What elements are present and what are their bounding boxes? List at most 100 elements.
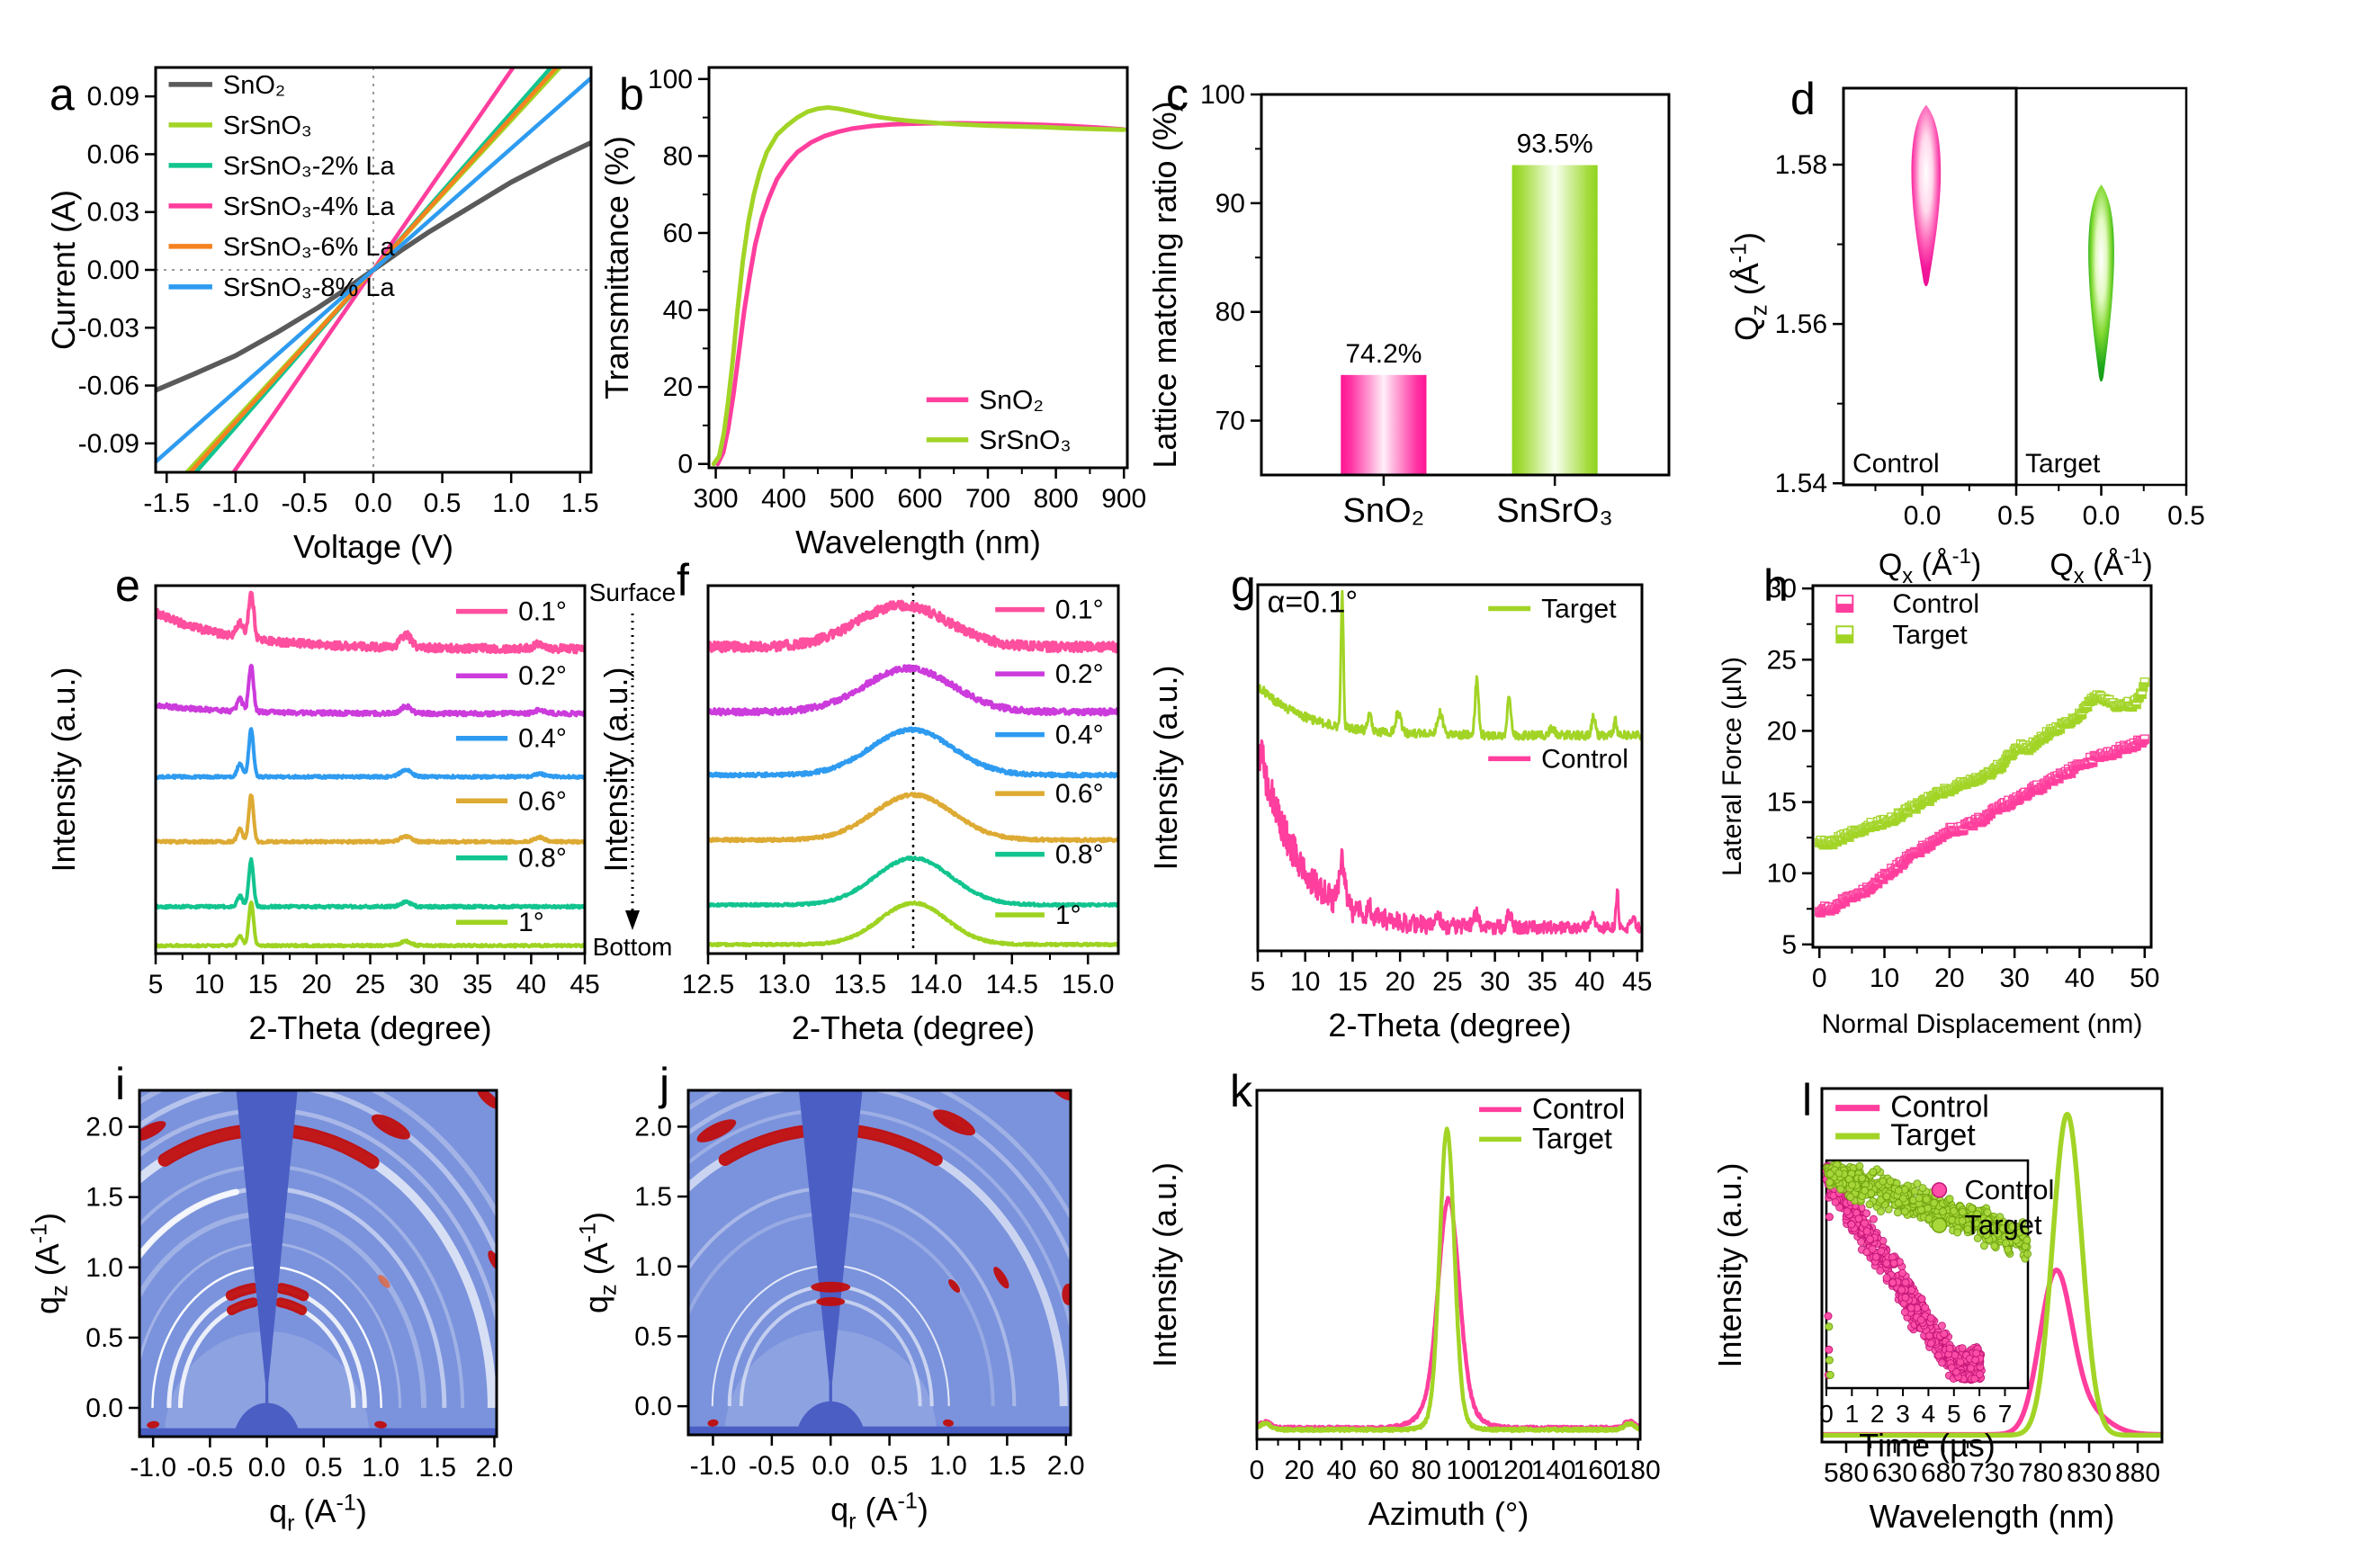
panel-g-xtick: 40 [1574, 967, 1604, 997]
panel-a-ytick: -0.03 [78, 313, 139, 343]
panel-letter-h: h [1763, 560, 1789, 611]
panel-e-xtick: 35 [462, 970, 492, 999]
panel-k-xtick: 80 [1412, 1456, 1441, 1485]
arrow-down-icon [625, 910, 640, 930]
panel-a-ytick: 0.09 [87, 82, 139, 112]
panel-h-xtick: 40 [2065, 963, 2094, 993]
panel-e-axes [154, 584, 587, 955]
panel-h-xtick: 50 [2130, 963, 2159, 993]
panel-h-xtick: 20 [1934, 963, 1964, 993]
legend-label: Control [1890, 1090, 1989, 1124]
panel-l-xtick: 630 [1872, 1458, 1917, 1488]
panel-g-xlabel: 2-Theta (degree) [1328, 1007, 1571, 1044]
inset-series-control [1822, 1161, 1986, 1384]
legend-label: Target [1890, 1118, 1976, 1152]
detector-wedge [798, 1090, 863, 1383]
panel-g-xtick: 15 [1338, 967, 1368, 997]
bar-value-label: 74.2% [1345, 339, 1422, 369]
legend-item-srsno-6-la: SrSnO₃-6% La [168, 233, 396, 262]
panel-j-ytick: 0.5 [634, 1322, 672, 1351]
panel-h-xtick: 0 [1812, 963, 1827, 993]
inset-xtick: 2 [1870, 1400, 1885, 1428]
legend-label: SrSnO₃-4% La [223, 193, 396, 221]
panel-d-xtick: 0.5 [2167, 501, 2205, 531]
giwaxs-image [139, 1090, 497, 1437]
panel-f-xtick: 13.0 [758, 970, 810, 999]
legend-label: 0.1° [518, 597, 567, 627]
panel-c-ytick: 80 [1215, 298, 1245, 327]
series-0-6- [156, 793, 585, 846]
series-target-squares [1815, 677, 2149, 850]
panel-a-ytick: 0.00 [87, 255, 139, 285]
inset-xtick: 5 [1947, 1400, 1961, 1428]
series-0-1- [708, 599, 1118, 654]
series-target [1257, 1126, 1640, 1434]
panel-letter-c: c [1166, 69, 1188, 120]
panel-a-ylabel: Current (A) [45, 190, 82, 350]
panel-d-xtick: 0.0 [2083, 501, 2121, 531]
series-srsno- [711, 105, 1126, 467]
inset-xtick: 0 [1819, 1400, 1834, 1428]
panel-b-ytick: 80 [663, 141, 693, 171]
panel-j-xtick: 0.5 [871, 1451, 909, 1481]
panel-a: -1.5 -1.0 -0.5 0.0 0.5 1.0 1.5 -0.09 -0.06 -0.03 0… [45, 66, 599, 565]
panel-j-xtick: 2.0 [1047, 1451, 1085, 1481]
panel-c-ylabel: Lattice matching ratio (%) [1146, 101, 1183, 468]
panel-j-xtick: -0.5 [749, 1451, 795, 1481]
panel-e-xtick: 5 [148, 970, 164, 999]
legend-label: 0.8° [1055, 840, 1104, 870]
legend-label: 0.6° [518, 786, 567, 816]
panel-j-ytick: 1.5 [634, 1182, 672, 1212]
legend-label: Control [1892, 589, 1979, 619]
panel-b-ytick: 20 [663, 372, 693, 402]
panel-e-xlabel: 2-Theta (degree) [248, 1009, 491, 1046]
legend-item-0-6-: 0.6° [455, 786, 567, 816]
legend-item-0-6-: 0.6° [995, 779, 1104, 809]
legend-item-0-8-: 0.8° [455, 844, 567, 874]
panel-i-xlabel: qr (A-1) [269, 1490, 367, 1536]
panel-a-ytick: 0.03 [87, 198, 139, 228]
panel-i-ytick: 0.0 [85, 1393, 123, 1423]
legend-item-0-1-: 0.1° [995, 596, 1104, 625]
series-1- [708, 900, 1118, 948]
panel-letter-l: l [1802, 1075, 1812, 1125]
panel-l-xlabel: Wavelength (nm) [1870, 1498, 2115, 1535]
panel-k-xtick: 60 [1369, 1456, 1399, 1485]
legend-item-srsno-8-la: SrSnO₃-8% La [168, 273, 396, 302]
panel-k-xtick: 0 [1250, 1456, 1265, 1485]
legend-label: SnO₂ [979, 385, 1044, 415]
legend-item-sno-: SnO₂ [168, 71, 285, 100]
panel-i-axes [138, 1089, 498, 1438]
annotation-bottom: Bottom [593, 933, 673, 961]
panel-i-xtick: 0.0 [248, 1453, 286, 1483]
panel-letter-e: e [115, 560, 140, 611]
legend-item-0-1-: 0.1° [455, 597, 567, 627]
series-control [1258, 739, 1642, 936]
panel-i: -1.0 -0.5 0.0 0.5 1.0 1.5 2.0 0.0 0.5 1.0 1.5 2.0 qr… [26, 1089, 513, 1537]
panel-i-ylabel: qz (A-1) [26, 1213, 72, 1314]
legend-label: 0.4° [1055, 721, 1104, 750]
panel-f-ylabel: Intensity (a.u.) [597, 667, 634, 872]
legend-label: Target [1532, 1122, 1612, 1154]
panel-j-axes [686, 1089, 1072, 1437]
panel-i-ytick: 0.5 [85, 1323, 123, 1353]
series-0-8- [708, 856, 1118, 908]
inset-xtick: 4 [1922, 1400, 1936, 1428]
panel-h-ylabel: Lateral Force (µN) [1718, 657, 1747, 876]
rsm-label-target: Target [2025, 449, 2101, 479]
legend-label: Control [1541, 744, 1628, 774]
legend-label: 0.2° [518, 661, 567, 691]
legend-label: 0.4° [518, 724, 567, 754]
panel-a-xtick: 0.5 [424, 488, 462, 518]
panel-b-ytick: 100 [648, 65, 693, 94]
panel-j-xtick: 1.5 [989, 1451, 1027, 1481]
legend-label: 0.2° [1055, 659, 1104, 689]
panel-b-ylabel: Transmittance (%) [598, 136, 635, 399]
legend-item-srsno-: SrSnO₃ [168, 112, 312, 140]
series-sno- [715, 121, 1126, 467]
legend-label: Control [1532, 1092, 1625, 1124]
panel-c-ytick: 100 [1200, 80, 1245, 110]
panel-letter-k: k [1230, 1066, 1253, 1116]
